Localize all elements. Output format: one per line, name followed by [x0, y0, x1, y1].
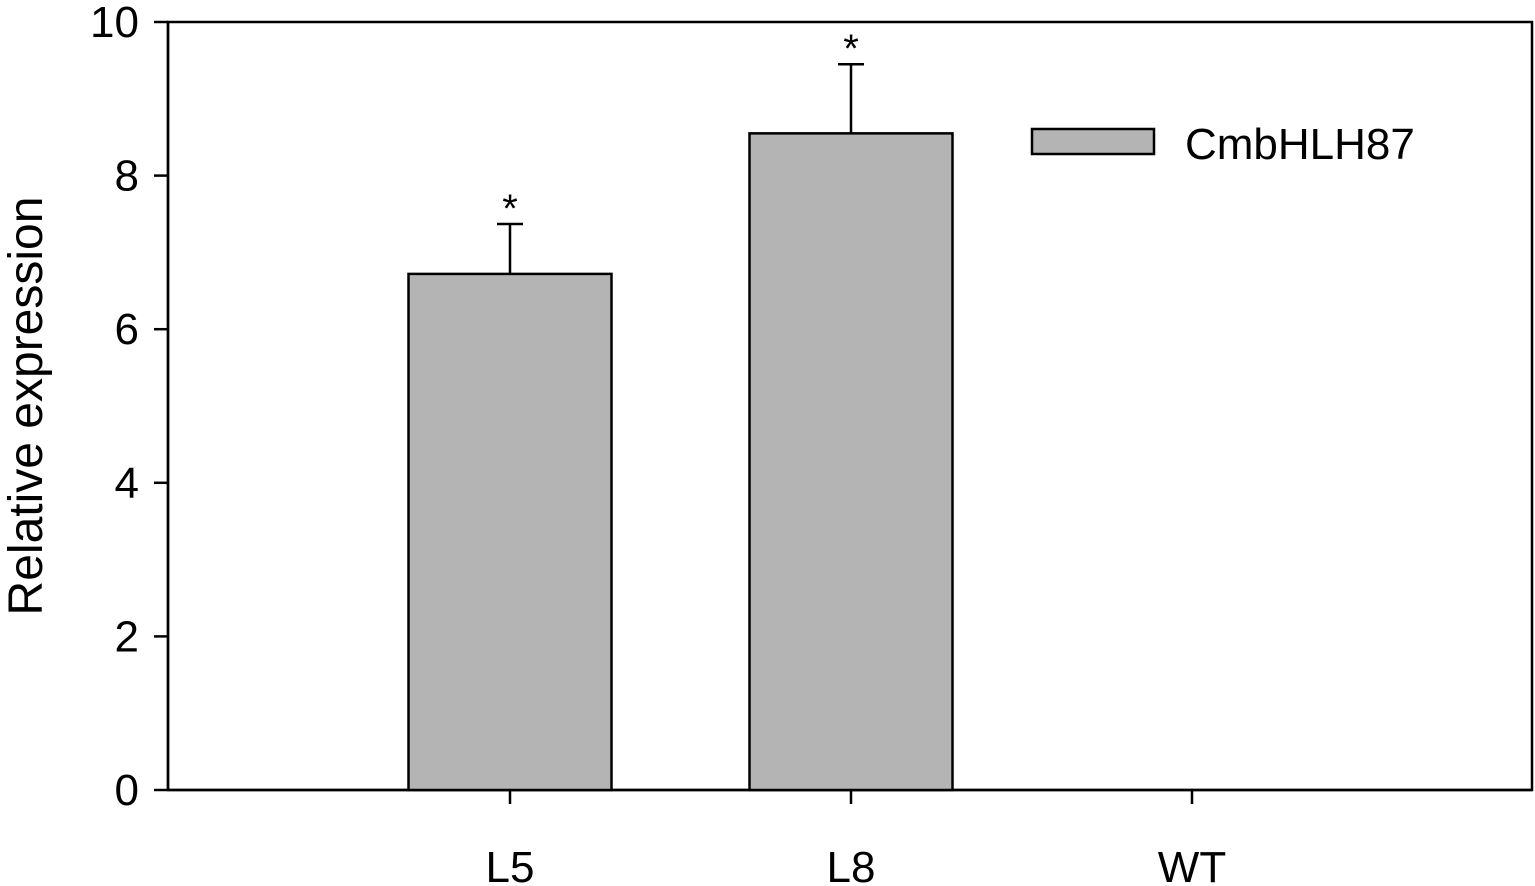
y-axis: 0 2 4 6 8 10 — [90, 0, 170, 815]
y-axis-title: Relative expression — [0, 197, 53, 616]
y-tick-label: 8 — [115, 152, 139, 201]
y-tick-label: 4 — [115, 459, 139, 508]
legend-swatch — [1030, 127, 1156, 156]
y-tick-label: 6 — [115, 305, 139, 354]
bars — [407, 132, 954, 792]
significance-mark: * — [843, 27, 859, 71]
y-tick-label: 0 — [115, 766, 139, 815]
x-tick-label: L8 — [827, 843, 876, 886]
legend-label: CmbHLH87 — [1185, 120, 1415, 169]
x-tick-label: L5 — [486, 843, 535, 886]
legend: CmbHLH87 — [1030, 120, 1415, 169]
significance-mark: * — [502, 187, 518, 231]
x-axis: L5 L8 WT — [168, 788, 1532, 886]
y-tick-label: 2 — [115, 612, 139, 661]
error-bars: ** — [497, 27, 864, 274]
bar-l5 — [407, 272, 613, 792]
y-tick-label: 10 — [90, 0, 139, 47]
bar-l8 — [748, 132, 954, 792]
x-tick-label: WT — [1158, 843, 1226, 886]
